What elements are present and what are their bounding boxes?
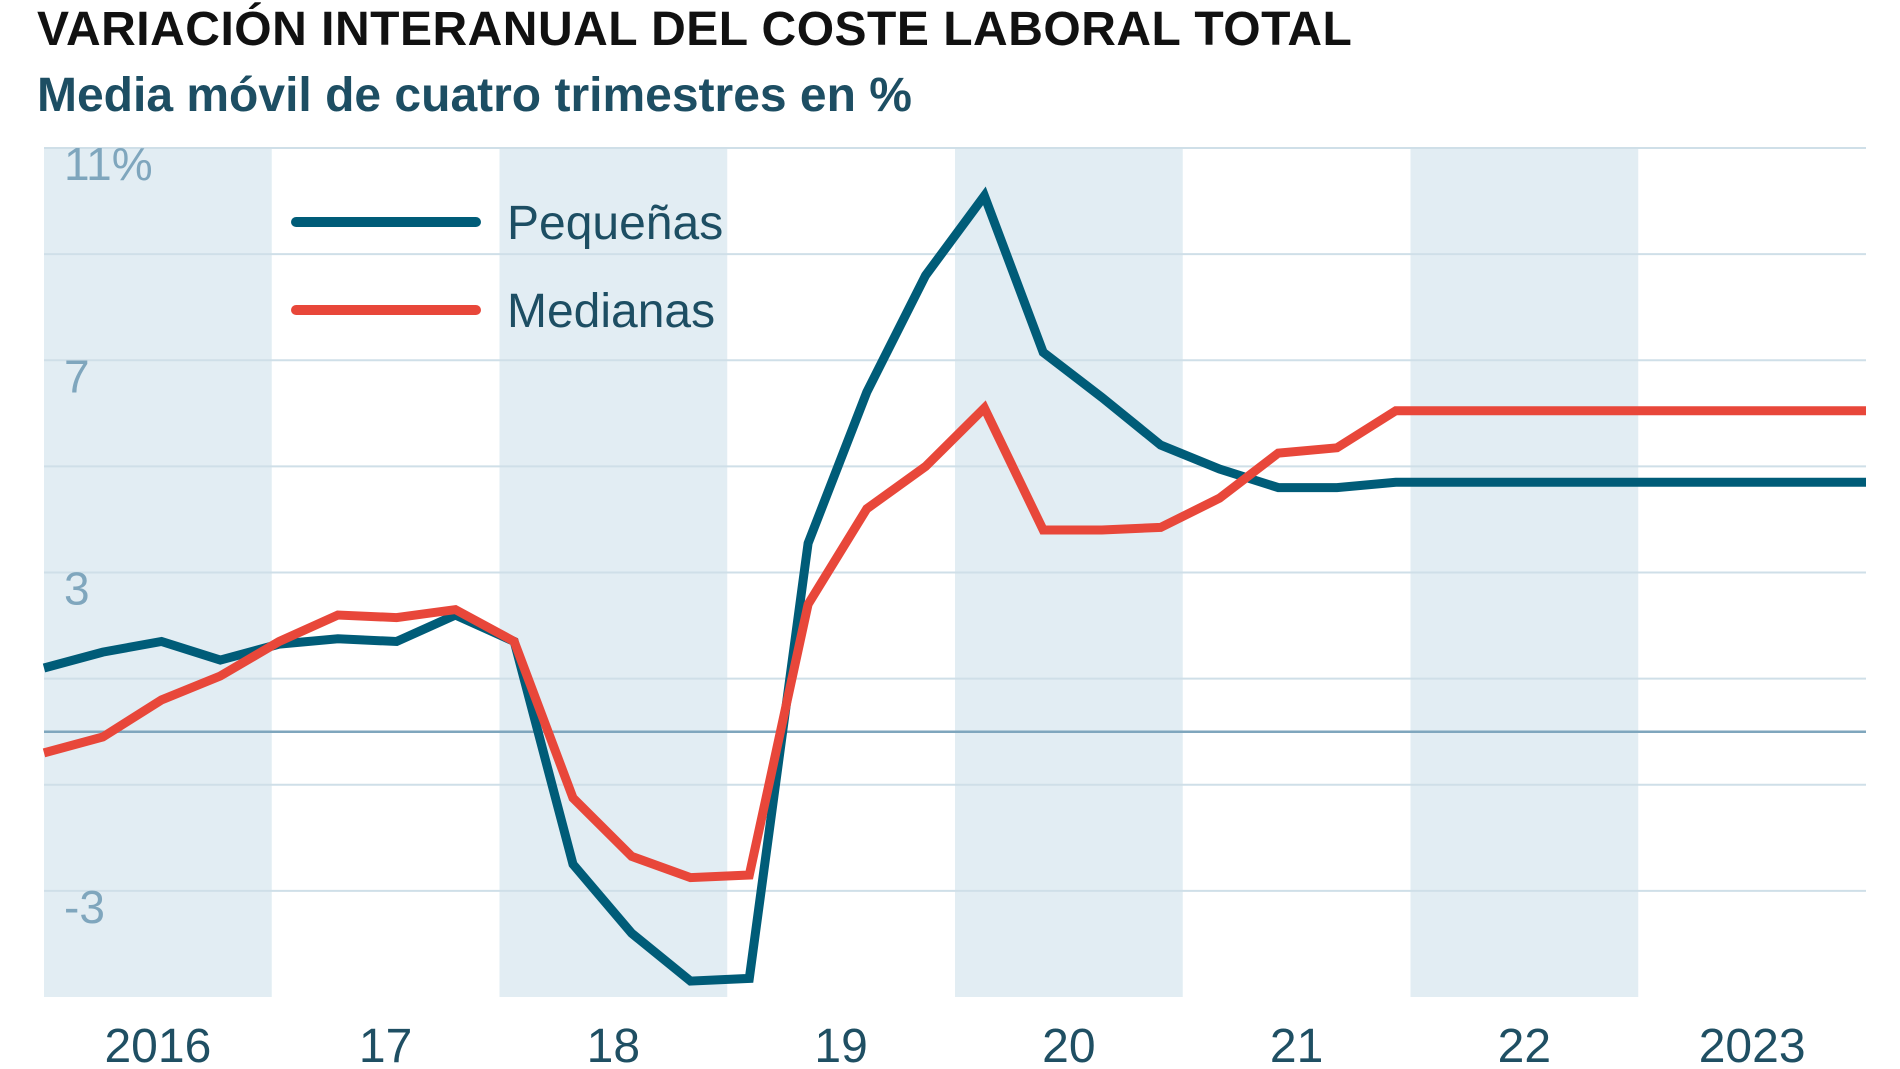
chart-subtitle: Media móvil de cuatro trimestres en % [37, 69, 912, 122]
legend: Pequeñas Medianas [291, 197, 723, 338]
y-tick-label: -3 [64, 881, 105, 933]
x-tick-label: 20 [1042, 1020, 1095, 1069]
y-axis-ticks: 11% 7 3 -3 [64, 138, 153, 933]
series-line-0 [42, 186, 1866, 986]
chart-title: VARIACIÓN INTERANUAL DEL COSTE LABORAL T… [37, 3, 1353, 56]
x-tick-label: 19 [814, 1020, 867, 1069]
y-tick-label: 7 [64, 350, 90, 402]
x-tick-label: 2023 [1699, 1020, 1806, 1069]
x-tick-label: 17 [359, 1020, 412, 1069]
x-tick-label: 2016 [104, 1020, 211, 1069]
x-tick-label: 22 [1498, 1020, 1551, 1069]
y-tick-label: 11% [64, 138, 153, 190]
y-tick-label: 3 [64, 563, 90, 615]
x-tick-label: 18 [587, 1020, 640, 1069]
series-lines [42, 186, 1866, 986]
gridlines [44, 147, 1866, 892]
legend-label: Medianas [507, 285, 715, 338]
legend-label: Pequeñas [507, 197, 723, 250]
x-axis-ticks: 2016 17 18 19 20 21 22 2023 [104, 1020, 1805, 1069]
series-line-1 [42, 400, 1866, 883]
x-tick-label: 21 [1270, 1020, 1323, 1069]
